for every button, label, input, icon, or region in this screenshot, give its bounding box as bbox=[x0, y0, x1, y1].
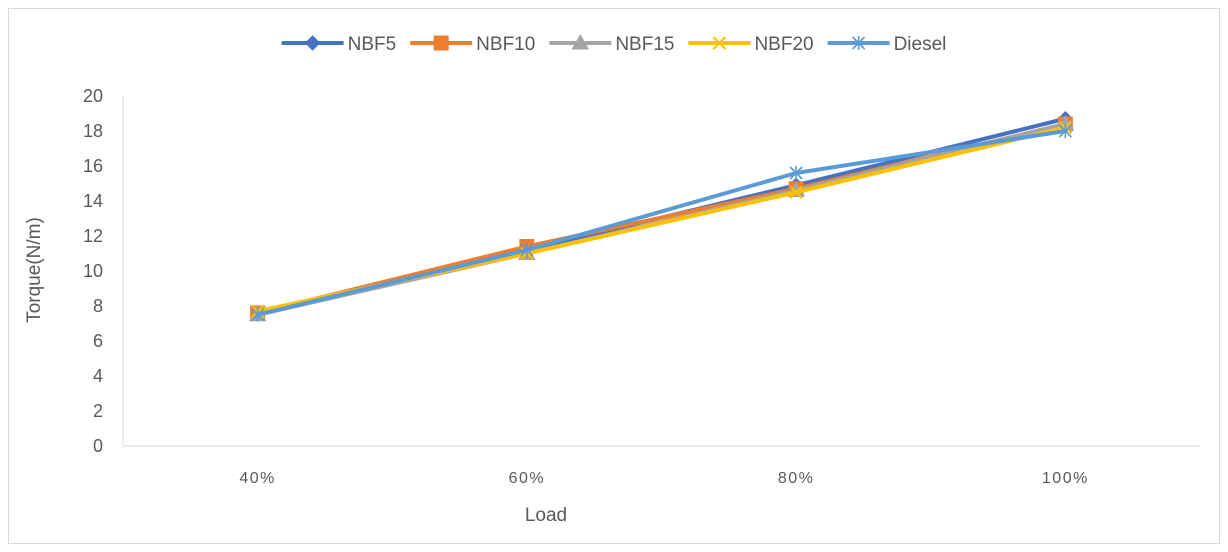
y-tick-label: 8 bbox=[93, 296, 103, 316]
y-tick-label: 12 bbox=[83, 226, 103, 246]
legend-label: NBF5 bbox=[348, 34, 397, 55]
chart-frame bbox=[8, 8, 1220, 544]
series-line bbox=[255, 129, 1068, 317]
legend-item: NBF10 bbox=[410, 34, 535, 55]
legend-marker bbox=[712, 36, 727, 50]
y-tick-label: 4 bbox=[93, 366, 103, 386]
y-tick-label: 2 bbox=[93, 401, 103, 421]
legend-label: NBF10 bbox=[476, 34, 535, 55]
legend: NBF5 NBF10 NBF15 NBF20 Diesel bbox=[281, 33, 947, 55]
legend-item: NBF5 bbox=[281, 34, 397, 55]
y-tick-label: 10 bbox=[83, 261, 103, 281]
x-tick-label: 80% bbox=[778, 470, 815, 487]
plot-area bbox=[248, 111, 1075, 322]
y-tick-label: 14 bbox=[83, 191, 103, 211]
legend-marker bbox=[571, 33, 590, 50]
y-tick-label: 18 bbox=[83, 121, 103, 141]
x-tick-label: 40% bbox=[239, 470, 276, 487]
y-axis: 0 2 4 6 8 10 12 14 16 18 20 bbox=[83, 86, 124, 456]
legend-marker bbox=[852, 36, 866, 50]
legend-label: NBF20 bbox=[754, 34, 813, 55]
y-tick-label: 20 bbox=[83, 86, 103, 106]
legend-item: NBF15 bbox=[549, 33, 674, 55]
legend-item: Diesel bbox=[827, 34, 947, 55]
data-point-marker bbox=[520, 243, 534, 257]
legend-label: Diesel bbox=[894, 34, 947, 55]
x-axis: 40% 60% 80% 100% bbox=[123, 445, 1200, 487]
y-tick-label: 16 bbox=[83, 156, 103, 176]
legend-item: NBF20 bbox=[688, 34, 814, 55]
legend-marker bbox=[433, 35, 449, 51]
y-tick-label: 0 bbox=[93, 436, 103, 456]
y-tick-label: 6 bbox=[93, 331, 103, 351]
legend-marker bbox=[304, 35, 321, 51]
data-point-marker bbox=[251, 307, 265, 322]
x-tick-label: 100% bbox=[1042, 470, 1089, 487]
series-diesel bbox=[251, 124, 1072, 322]
x-axis-title: Load bbox=[525, 505, 567, 526]
data-point-marker bbox=[789, 166, 803, 180]
data-point-marker bbox=[789, 185, 803, 199]
data-point-marker bbox=[1058, 124, 1072, 138]
x-tick-label: 60% bbox=[509, 470, 546, 487]
y-axis-title: Torque(N/m) bbox=[24, 217, 45, 323]
legend-label: NBF15 bbox=[615, 34, 674, 55]
